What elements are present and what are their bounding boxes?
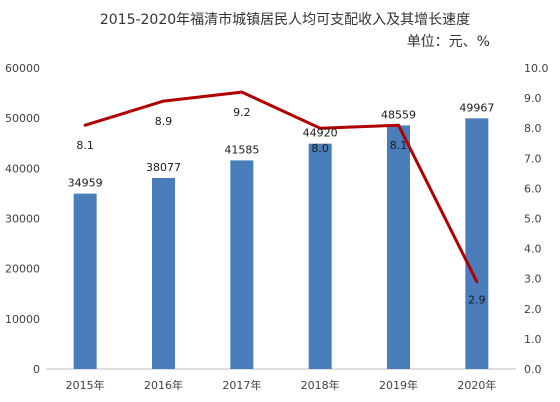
line-point-1 bbox=[162, 99, 165, 103]
left-tick-label-2: 20000 bbox=[5, 263, 40, 276]
line-point-3 bbox=[318, 126, 322, 130]
right-tick-label-10: 10.0 bbox=[524, 62, 549, 75]
x-tick-label-3: 2018年 bbox=[301, 378, 340, 392]
x-tick-label-5: 2020年 bbox=[457, 378, 496, 392]
bar-label-3: 44920 bbox=[303, 127, 338, 140]
left-tick-label-0: 0 bbox=[33, 363, 40, 376]
bar-label-4: 48559 bbox=[381, 108, 416, 121]
x-tick-label-0: 2015年 bbox=[66, 378, 105, 392]
bar-2 bbox=[230, 160, 254, 369]
right-tick-label-1: 1.0 bbox=[524, 333, 542, 346]
left-tick-label-1: 10000 bbox=[5, 313, 40, 326]
unit-label: 单位：元、% bbox=[407, 34, 490, 50]
bar-1 bbox=[152, 177, 175, 369]
x-tick-label-1: 2016年 bbox=[144, 378, 183, 392]
line-label-2: 9.2 bbox=[233, 106, 251, 119]
right-tick-label-8: 8.0 bbox=[524, 122, 542, 135]
bar-5 bbox=[465, 118, 489, 369]
right-tick-label-9: 9.0 bbox=[524, 92, 542, 105]
bar-label-1: 38077 bbox=[146, 161, 181, 174]
left-tick-label-3: 30000 bbox=[5, 213, 40, 226]
right-tick-label-6: 6.0 bbox=[524, 182, 542, 195]
line-label-3: 8.0 bbox=[311, 142, 329, 155]
bar-4 bbox=[387, 125, 410, 369]
x-tick-label-4: 2019年 bbox=[379, 378, 418, 392]
right-tick-label-4: 4.0 bbox=[524, 243, 542, 256]
chart-title: 2015-2020年福清市城镇居民人均可支配收入及其增长速度 bbox=[100, 11, 470, 28]
line-label-0: 8.1 bbox=[76, 139, 94, 152]
left-tick-label-5: 50000 bbox=[5, 112, 40, 125]
x-tick-label-2: 2017年 bbox=[222, 378, 261, 392]
bar-3 bbox=[308, 143, 332, 369]
right-tick-label-0: 0.0 bbox=[524, 363, 542, 376]
growth-line bbox=[84, 90, 479, 283]
bar-label-5: 49967 bbox=[459, 101, 494, 114]
right-tick-label-7: 7.0 bbox=[524, 152, 542, 165]
line-point-5 bbox=[475, 280, 479, 284]
line-point-2 bbox=[240, 90, 244, 94]
line-label-4: 8.1 bbox=[390, 139, 408, 152]
bar-0 bbox=[73, 193, 97, 369]
line-point-0 bbox=[83, 123, 87, 127]
line-point-4 bbox=[397, 123, 400, 127]
bar-label-0: 34959 bbox=[68, 177, 103, 190]
bar-label-2: 41585 bbox=[224, 143, 259, 156]
right-tick-label-3: 3.0 bbox=[524, 273, 542, 286]
line-label-1: 8.9 bbox=[155, 115, 173, 128]
right-tick-label-2: 2.0 bbox=[524, 303, 542, 316]
left-tick-label-4: 40000 bbox=[5, 162, 40, 175]
right-tick-label-5: 5.0 bbox=[524, 213, 542, 226]
left-tick-label-6: 60000 bbox=[5, 62, 40, 75]
line-label-5: 2.9 bbox=[468, 294, 486, 307]
